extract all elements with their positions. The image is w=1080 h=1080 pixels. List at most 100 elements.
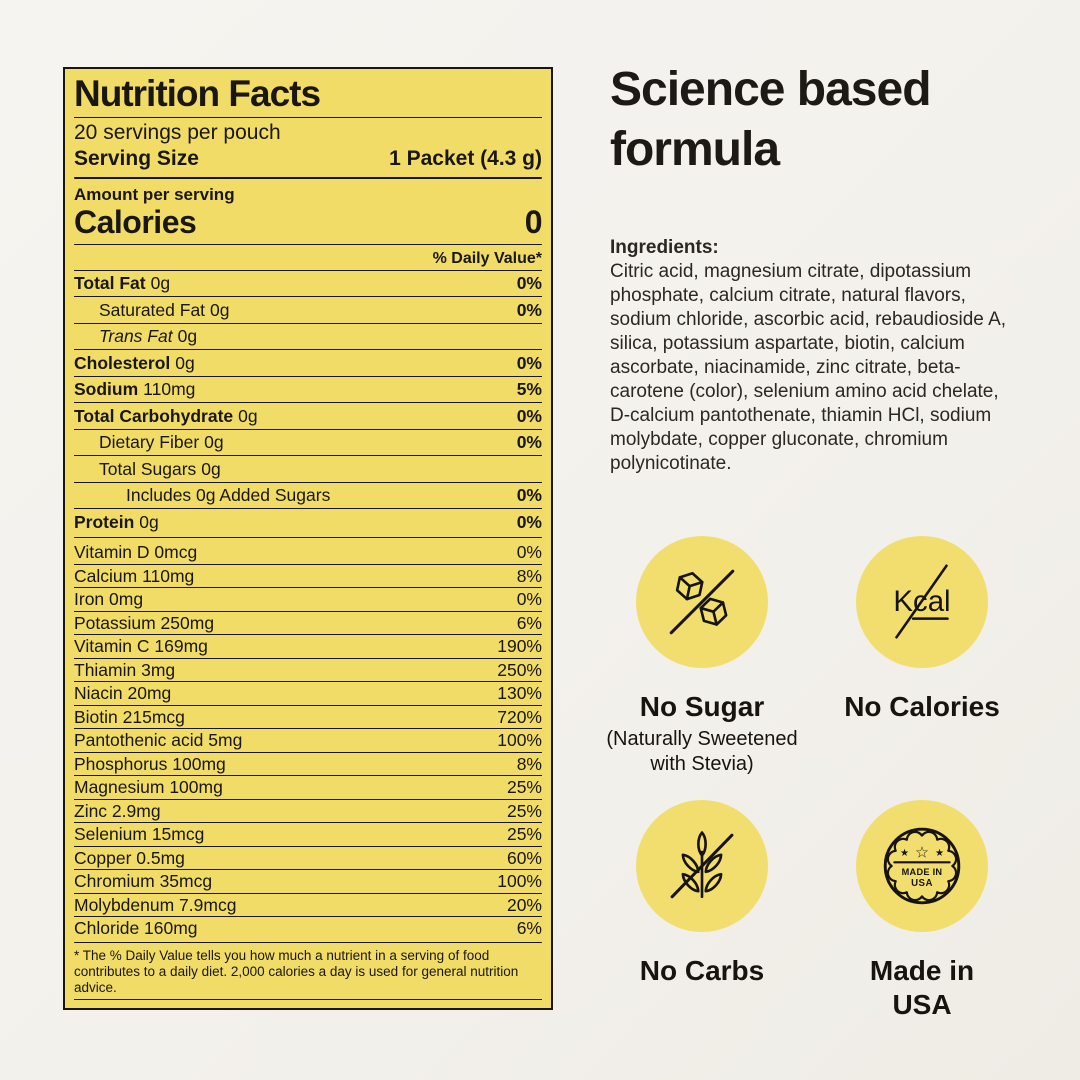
vitamin-daily-value: 25% (506, 824, 542, 845)
serving-size-value: 1 Packet (4.3 g) (389, 147, 542, 170)
made-in-usa-icon: ★ ☆ ★ MADE IN USA (883, 827, 961, 905)
vitamin-name: Vitamin C 169mg (74, 636, 208, 657)
nutrient-row: Total Sugars 0g (74, 455, 542, 482)
nutrient-amount: 0g (177, 326, 198, 347)
vitamin-daily-value: 720% (497, 706, 542, 727)
vitamin-daily-value: 0% (516, 589, 542, 610)
nutrient-amount: 0g (210, 299, 230, 320)
vitamin-row: Magnesium 100mg 25% (74, 775, 542, 799)
vitamin-row: Chloride 160mg 6% (74, 916, 542, 940)
vitamin-row: Selenium 15mcg 25% (74, 822, 542, 846)
servings-per-pouch: 20 servings per pouch (74, 121, 281, 144)
nutrition-facts-title: Nutrition Facts (74, 75, 542, 118)
serving-size-label: Serving Size (74, 147, 199, 170)
nutrient-daily-value: 0% (516, 299, 542, 320)
vitamin-name: Selenium 15mcg (74, 824, 205, 845)
vitamin-daily-value: 0% (516, 541, 542, 562)
ingredients-title: Ingredients: (610, 237, 719, 258)
vitamin-row: Copper 0.5mg 60% (74, 845, 542, 870)
vitamin-row: Vitamin D 0mcg 0% (74, 540, 542, 564)
nutrient-amount: 0g (204, 432, 224, 453)
badge-label: No Carbs (639, 955, 765, 986)
thick-divider (74, 941, 542, 943)
nutrient-amount: 0g (201, 458, 221, 479)
nutrient-daily-value: 0% (516, 405, 542, 426)
badge-no-calories: Kcal No Calories (812, 536, 1032, 724)
vitamin-daily-value: 6% (516, 612, 542, 633)
vitamin-name: Chromium 35mcg (74, 871, 213, 892)
vitamin-daily-value: 25% (506, 800, 542, 821)
seal-star-icon: ★ (900, 848, 909, 859)
vitamin-row: Phosphorus 100mg 8% (74, 751, 542, 776)
thick-divider (74, 243, 542, 245)
thick-divider (74, 177, 542, 179)
vitamin-name: Potassium 250mg (74, 612, 215, 633)
vitamin-daily-value: 100% (497, 871, 542, 892)
badge-label: No Sugar (639, 691, 765, 722)
nutrient-name: Trans Fat 0g (99, 326, 198, 347)
vitamin-name: Vitamin D 0mcg (74, 541, 198, 562)
vitamin-row: Potassium 250mg 6% (74, 610, 542, 635)
seal-text-line2: USA (911, 878, 933, 889)
vitamin-name: Calcium 110mg (74, 565, 195, 586)
nutrient-rows: Total Fat 0g 0% Saturated Fat 0g 0% Trans … (74, 269, 542, 535)
no-carbs-icon (670, 831, 734, 899)
vitamin-name: Zinc 2.9mg (74, 800, 161, 821)
nutrient-name: Includes 0g Added Sugars (126, 485, 331, 506)
amount-per-serving: Amount per serving (74, 184, 235, 204)
nutrient-amount: 0g (139, 511, 159, 532)
vitamin-daily-value: 8% (516, 565, 542, 586)
label-footnote: * The % Daily Value tells you how much a… (74, 945, 542, 1000)
nutrient-amount: 0g (150, 273, 171, 294)
badge-circle: Kcal (856, 536, 988, 668)
nutrient-daily-value: 0% (516, 352, 542, 373)
ingredients-text: Citric acid, magnesium citrate, dipotass… (610, 261, 1007, 474)
vitamin-rows: Vitamin D 0mcg 0% Calcium 110mg 8% Iron … (74, 540, 542, 940)
badge-no-sugar: No Sugar (Naturally Sweetened with Stevi… (592, 536, 812, 777)
vitamin-daily-value: 100% (497, 730, 542, 751)
vitamin-name: Pantothenic acid 5mg (74, 730, 243, 751)
nutrient-name: Sodium 110mg (74, 379, 196, 400)
vitamin-row: Molybdenum 7.9mcg 20% (74, 892, 542, 917)
vitamin-row: Biotin 215mcg 720% (74, 704, 542, 729)
vitamin-row: Iron 0mg 0% (74, 587, 542, 611)
badge-made-in-usa: ★ ☆ ★ MADE IN USA Made in USA (812, 800, 1032, 1022)
nutrient-name: Cholesterol 0g (74, 352, 195, 373)
badge-circle (636, 800, 768, 932)
badge-no-carbs: No Carbs (592, 800, 812, 988)
vitamin-row: Chromium 35mcg 100% (74, 869, 542, 893)
nutrient-daily-value: 0% (516, 432, 542, 453)
nutrient-daily-value: 0% (516, 273, 542, 294)
vitamin-daily-value: 190% (497, 636, 542, 657)
nutrient-row: Sodium 110mg 5% (74, 375, 542, 403)
badge-circle (636, 536, 768, 668)
vitamin-row: Niacin 20mg 130% (74, 681, 542, 705)
vitamin-daily-value: 8% (516, 753, 542, 774)
nutrient-daily-value: 0% (516, 485, 542, 506)
vitamin-daily-value: 60% (506, 847, 542, 868)
ingredients-section: Ingredients: Citric acid, magnesium citr… (610, 236, 1020, 476)
vitamin-name: Niacin 20mg (74, 683, 172, 704)
vitamin-name: Molybdenum 7.9mcg (74, 894, 237, 915)
no-calories-icon: Kcal (893, 564, 951, 639)
vitamin-name: Copper 0.5mg (74, 847, 185, 868)
nutrient-row: Includes 0g Added Sugars 0% (74, 481, 542, 509)
nutrient-amount: 0g (238, 405, 258, 426)
vitamin-name: Chloride 160mg (74, 918, 198, 939)
vitamin-row: Vitamin C 169mg 190% (74, 634, 542, 658)
vitamin-row: Thiamin 3mg 250% (74, 657, 542, 682)
daily-value-header: % Daily Value* (432, 249, 542, 267)
seal-star-icon: ★ (935, 848, 944, 859)
vitamin-row: Pantothenic acid 5mg 100% (74, 728, 542, 752)
vitamin-row: Zinc 2.9mg 25% (74, 798, 542, 823)
vitamin-name: Magnesium 100mg (74, 777, 223, 798)
vitamin-row: Calcium 110mg 8% (74, 563, 542, 588)
vitamin-daily-value: 130% (497, 683, 542, 704)
badge-label: No Calories (844, 691, 1000, 722)
vitamin-name: Iron 0mg (74, 589, 144, 610)
vitamin-daily-value: 250% (497, 659, 542, 680)
seal-text-line1: MADE IN (902, 867, 943, 877)
serving-size-row: Serving Size 1 Packet (4.3 g) (74, 146, 542, 175)
nutrient-name: Total Fat 0g (74, 273, 171, 294)
nutrient-row: Cholesterol 0g 0% (74, 349, 542, 376)
